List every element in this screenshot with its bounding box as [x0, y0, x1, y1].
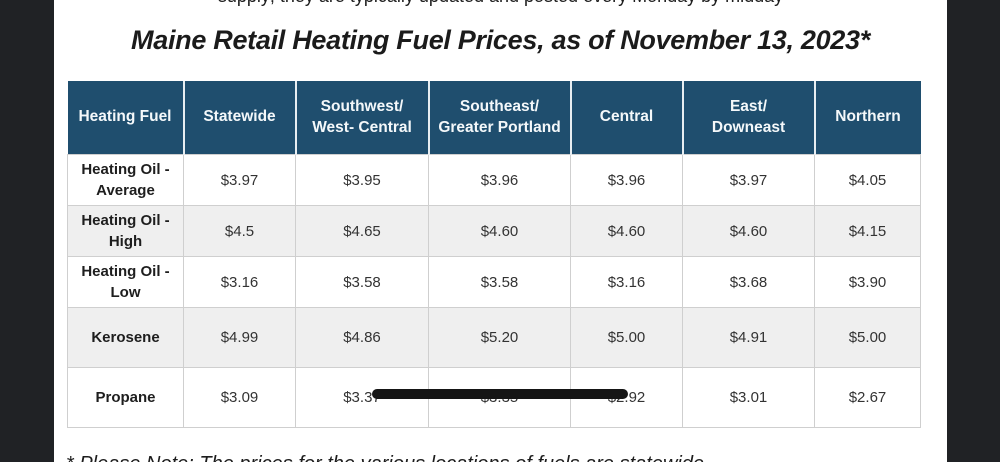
price-cell: $3.16 — [570, 256, 683, 308]
price-cell: $3.16 — [183, 256, 296, 308]
price-cell: $4.05 — [814, 154, 921, 206]
col-header-statewide: Statewide — [182, 81, 296, 155]
price-cell: $5.00 — [570, 307, 683, 368]
price-cell: $4.99 — [183, 307, 296, 368]
price-cell: $3.95 — [295, 154, 429, 206]
row-label: Heating Oil - Average — [67, 154, 184, 206]
table-row-heating-oil-low: Heating Oil - Low $3.16 $3.58 $3.58 $3.1… — [67, 256, 921, 308]
price-cell: $3.58 — [428, 256, 571, 308]
price-cell: $4.5 — [183, 205, 296, 257]
table-row-propane: Propane $3.09 $3.37 $3.35 $2.92 $3.01 $2… — [67, 367, 921, 428]
price-cell: $3.97 — [183, 154, 296, 206]
price-cell: $5.00 — [814, 307, 921, 368]
col-header-heating-fuel: Heating Fuel — [67, 81, 184, 155]
row-label: Heating Oil - High — [67, 205, 184, 257]
right-dark-rail — [947, 0, 1000, 462]
price-cell: $4.60 — [570, 205, 683, 257]
price-cell: $2.67 — [814, 367, 921, 428]
col-header-southwest-west-central: Southwest/ West- Central — [294, 81, 429, 155]
price-cell: $4.86 — [295, 307, 429, 368]
page-title: Maine Retail Heating Fuel Prices, as of … — [131, 25, 870, 55]
left-dark-rail — [0, 0, 54, 462]
price-cell: $3.96 — [428, 154, 571, 206]
col-header-northern: Northern — [813, 81, 921, 155]
fuel-price-table: Heating Fuel Statewide Southwest/ West- … — [67, 81, 921, 428]
cropped-paragraph-top: supply; they are typically updated and p… — [54, 0, 947, 5]
price-cell: $3.58 — [295, 256, 429, 308]
col-header-southeast-greater-portland: Southeast/ Greater Portland — [427, 81, 571, 155]
row-label: Kerosene — [67, 307, 184, 368]
price-cell: $3.01 — [682, 367, 815, 428]
col-header-central: Central — [569, 81, 683, 155]
price-cell: $4.60 — [682, 205, 815, 257]
table-row-heating-oil-average: Heating Oil - Average $3.97 $3.95 $3.96 … — [67, 154, 921, 206]
price-cell: $3.90 — [814, 256, 921, 308]
price-cell: $3.96 — [570, 154, 683, 206]
price-cell: $4.65 — [295, 205, 429, 257]
price-cell: $4.60 — [428, 205, 571, 257]
price-cell: $4.91 — [682, 307, 815, 368]
row-label: Heating Oil - Low — [67, 256, 184, 308]
price-cell: $3.68 — [682, 256, 815, 308]
price-cell: $4.15 — [814, 205, 921, 257]
table-header: Heating Fuel Statewide Southwest/ West- … — [67, 81, 921, 155]
table-row-heating-oil-high: Heating Oil - High $4.5 $4.65 $4.60 $4.6… — [67, 205, 921, 257]
horizontal-scrollbar-thumb[interactable] — [372, 389, 628, 399]
page-content: supply; they are typically updated and p… — [54, 0, 947, 462]
footnote-cropped: * Please Note: The prices for the variou… — [66, 453, 704, 462]
col-header-east-downeast: East/ Downeast — [681, 81, 815, 155]
price-cell: $3.09 — [183, 367, 296, 428]
row-label: Propane — [67, 367, 184, 428]
price-cell: $5.20 — [428, 307, 571, 368]
table-row-kerosene: Kerosene $4.99 $4.86 $5.20 $5.00 $4.91 $… — [67, 307, 921, 368]
price-cell: $3.97 — [682, 154, 815, 206]
